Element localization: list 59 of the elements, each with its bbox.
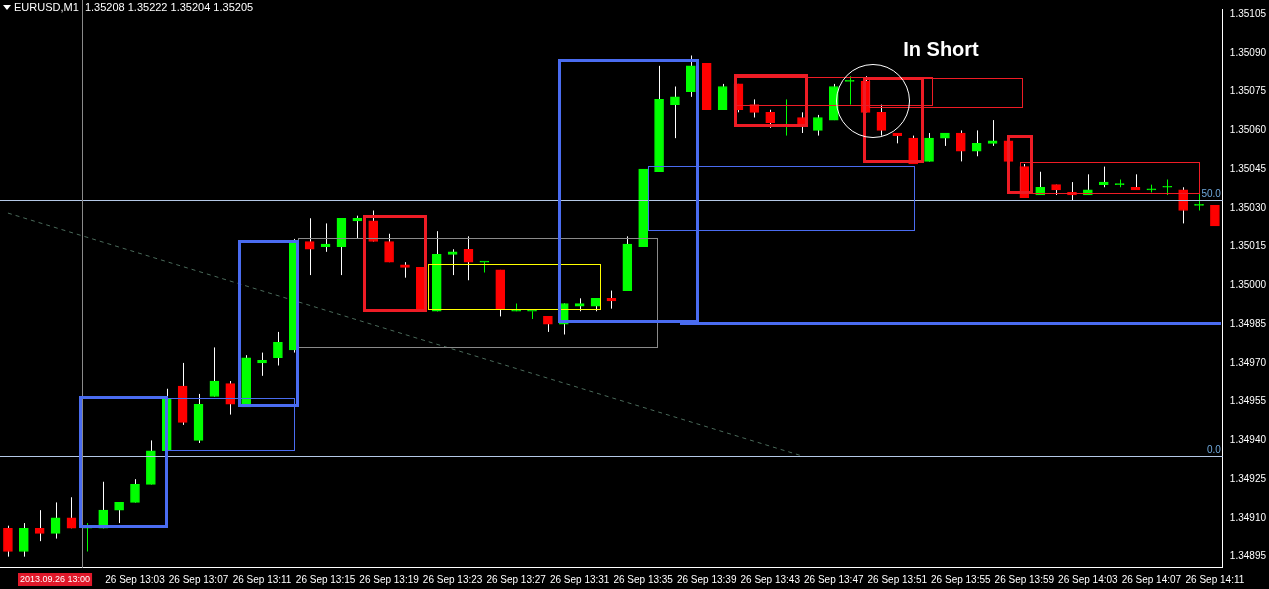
y-tick-label: 1.34895	[1229, 550, 1267, 562]
candlestick	[479, 260, 490, 273]
candlestick	[1178, 186, 1188, 224]
x-tick-label: 26 Sep 14:03	[1058, 573, 1119, 585]
candlestick	[670, 86, 680, 139]
candlestick	[971, 129, 982, 157]
x-tick-label: 26 Sep 14:07	[1121, 573, 1182, 585]
y-tick-label: 1.35030	[1229, 201, 1267, 213]
y-tick-label: 1.34970	[1229, 356, 1267, 368]
candlestick	[18, 522, 29, 558]
text: 2013.09.26 13:00	[20, 573, 91, 584]
candlestick	[304, 217, 315, 276]
x-tick-label: 26 Sep 13:15	[295, 573, 356, 585]
x-tick-label: 26 Sep 13:39	[676, 573, 737, 585]
annotation: 0.0	[1206, 443, 1222, 455]
y-tick-label: 1.34985	[1229, 317, 1267, 329]
candlestick	[717, 83, 728, 111]
x-tick-label: 26 Sep 14:11	[1185, 573, 1245, 585]
x-tick-label: 26 Sep 13:19	[359, 573, 420, 585]
x-tick-label: 26 Sep 13:43	[740, 573, 801, 585]
candlestick	[3, 525, 13, 558]
x-tick-label: 26 Sep 13:11	[232, 573, 292, 585]
y-tick-label: 1.34910	[1229, 511, 1267, 523]
y-tick-label: 1.35000	[1229, 279, 1267, 291]
y-tick-label: 1.35105	[1229, 7, 1267, 19]
candlestick	[225, 380, 236, 416]
x-tick-label: 26 Sep 13:35	[613, 573, 674, 585]
y-tick-label: 1.34925	[1229, 472, 1267, 484]
y-tick-label: 1.35060	[1229, 124, 1267, 136]
annotation: In Short	[903, 37, 980, 60]
candlestick	[34, 509, 45, 542]
chart-title: EURUSD,M1 1.35208 1.35222 1.35204 1.35205	[14, 1, 254, 14]
candlestick	[987, 119, 998, 147]
y-tick-label: 1.34940	[1229, 434, 1267, 446]
candlestick	[209, 346, 220, 397]
y-tick-label: 1.34955	[1229, 395, 1267, 407]
candlestick	[876, 104, 887, 137]
y-tick-label: 1.35045	[1229, 162, 1267, 174]
x-tick-label: 26 Sep 13:51	[867, 573, 928, 585]
x-tick-label: 26 Sep 13:47	[804, 573, 864, 585]
x-tick-label: 26 Sep 13:59	[994, 573, 1055, 585]
x-tick-label: 26 Sep 13:07	[168, 573, 229, 585]
y-tick-label: 1.35075	[1229, 85, 1267, 97]
candlestick	[50, 501, 61, 540]
x-tick-label: 26 Sep 13:31	[549, 573, 610, 585]
y-tick-label: 1.35090	[1229, 46, 1267, 58]
candlestick	[114, 501, 124, 524]
x-tick-label: 26 Sep 13:27	[486, 573, 547, 585]
x-tick-label: 26 Sep 13:23	[422, 573, 483, 585]
candlestick	[955, 129, 966, 162]
annotation: 50.0	[1201, 187, 1222, 199]
candlestick	[273, 331, 283, 366]
candlestick	[66, 496, 77, 529]
candlestick	[813, 114, 823, 137]
x-tick-label: 26 Sep 13:55	[931, 573, 991, 585]
y-tick-label: 1.35015	[1229, 240, 1267, 252]
candlestick	[924, 132, 934, 162]
x-tick-label: 26 Sep 13:03	[105, 573, 166, 585]
candlestick	[384, 233, 394, 263]
